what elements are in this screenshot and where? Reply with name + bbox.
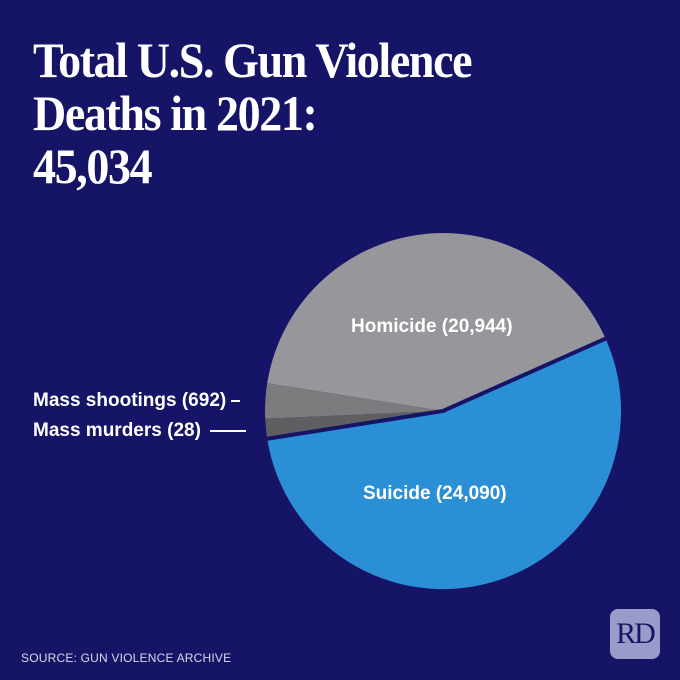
slice-separator (266, 336, 608, 441)
title-line-2: Deaths in 2021: (33, 85, 318, 141)
label-mass-shootings-text: Mass shootings (692) (33, 390, 227, 411)
source-note: SOURCE: GUN VIOLENCE ARCHIVE (21, 651, 232, 665)
chart-title: Total U.S. Gun Violence Deaths in 2021: … (33, 32, 473, 194)
leader-line (231, 400, 241, 402)
label-homicide: Homicide (20,944) (351, 316, 513, 337)
rd-logo: RD (610, 609, 660, 659)
slice-homicide (267, 233, 606, 411)
slice-mass-shootings (265, 383, 443, 419)
title-line-1: Total U.S. Gun Violence (33, 32, 473, 88)
title-total: 45,034 (33, 138, 153, 194)
leader-line (209, 430, 246, 432)
label-mass-shootings: Mass shootings (692) (33, 390, 241, 412)
label-suicide: Suicide (24,090) (363, 483, 507, 504)
label-mass-murders-text: Mass murders (28) (33, 420, 201, 441)
slice-suicide (267, 338, 622, 590)
label-mass-murders: Mass murders (28) (33, 420, 246, 442)
